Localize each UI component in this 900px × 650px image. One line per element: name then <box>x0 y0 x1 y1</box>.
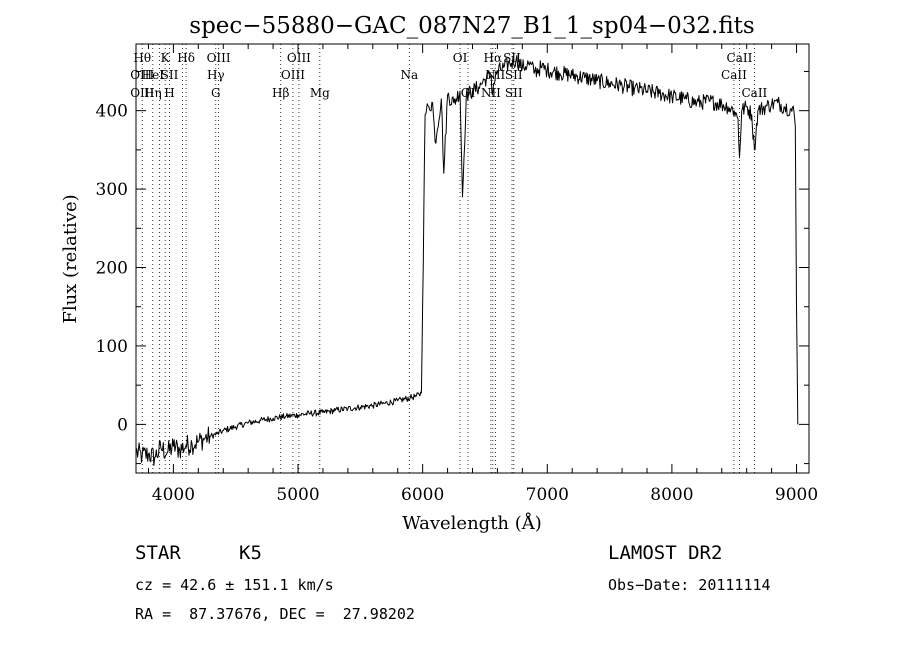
y-tick-label: 100 <box>96 337 128 357</box>
line-marker-label: OI <box>453 51 468 65</box>
line-marker-label: OIII <box>281 68 305 82</box>
line-marker-label: SII <box>161 68 179 82</box>
line-marker-label: OIII <box>207 51 231 65</box>
x-axis-label: Wavelength (Å) <box>402 512 542 534</box>
line-marker-label: Hβ <box>272 86 289 100</box>
line-marker-label: K <box>161 51 171 65</box>
x-tick-label: 4000 <box>152 485 195 505</box>
line-marker-label: Hθ <box>133 51 151 65</box>
line-marker-label: SII <box>505 68 523 82</box>
x-tick-label: 9000 <box>775 485 818 505</box>
plot-frame <box>135 43 810 474</box>
line-markers: HθOIIIOIIIHeIHηKSIIHHδHγGOIIIHβOIIIOIIIM… <box>130 44 768 473</box>
line-marker-label: SII <box>505 86 523 100</box>
line-marker-label: H <box>164 86 174 100</box>
coordinates-text: RA = 87.37676, DEC = 27.98202 <box>135 605 415 623</box>
line-marker-label: HeI <box>142 68 165 82</box>
line-marker-label: SII <box>503 51 521 65</box>
line-marker-label: Hα <box>484 51 503 65</box>
obs-date-text: Obs−Date: 20111114 <box>608 576 771 594</box>
y-tick-label: 300 <box>96 180 128 200</box>
y-tick-label: 200 <box>96 259 128 279</box>
x-tick-label: 6000 <box>401 485 444 505</box>
line-marker-label: CaII <box>721 68 747 82</box>
spectrum-chart: spec−55880−GAC_087N27_B1_1_sp04−032.fits… <box>60 13 818 534</box>
chart-title: spec−55880−GAC_087N27_B1_1_sp04−032.fits <box>189 13 754 39</box>
y-tick-label: 400 <box>96 102 128 122</box>
line-marker-label: Hγ <box>207 68 225 82</box>
x-tick-label: 5000 <box>276 485 319 505</box>
survey-name: LAMOST DR2 <box>608 542 723 564</box>
line-marker-label: G <box>211 86 221 100</box>
line-marker-label: Hδ <box>177 51 195 65</box>
y-tick-label: 0 <box>117 415 128 435</box>
axis-ticks: 4000 5000 6000 7000 8000 9000 0 100 200 300 400 <box>96 44 818 505</box>
line-marker-label: CaII <box>741 86 767 100</box>
object-subclass: K5 <box>239 542 262 564</box>
line-marker-label: NII <box>481 86 501 100</box>
x-tick-label: 7000 <box>526 485 569 505</box>
x-tick-label: 8000 <box>650 485 693 505</box>
series-layer <box>135 55 799 466</box>
y-axis-label: Flux (relative) <box>60 194 81 323</box>
line-marker-label: Mg <box>310 86 330 100</box>
line-marker-label: CaII <box>727 51 753 65</box>
redshift-text: cz = 42.6 ± 151.1 km/s <box>135 576 334 594</box>
line-marker-label: Hη <box>144 86 162 100</box>
object-class: STAR <box>135 542 181 564</box>
spectrum-line-0 <box>135 55 799 466</box>
line-marker-label: Na <box>400 68 418 82</box>
line-marker-label: OIII <box>287 51 311 65</box>
